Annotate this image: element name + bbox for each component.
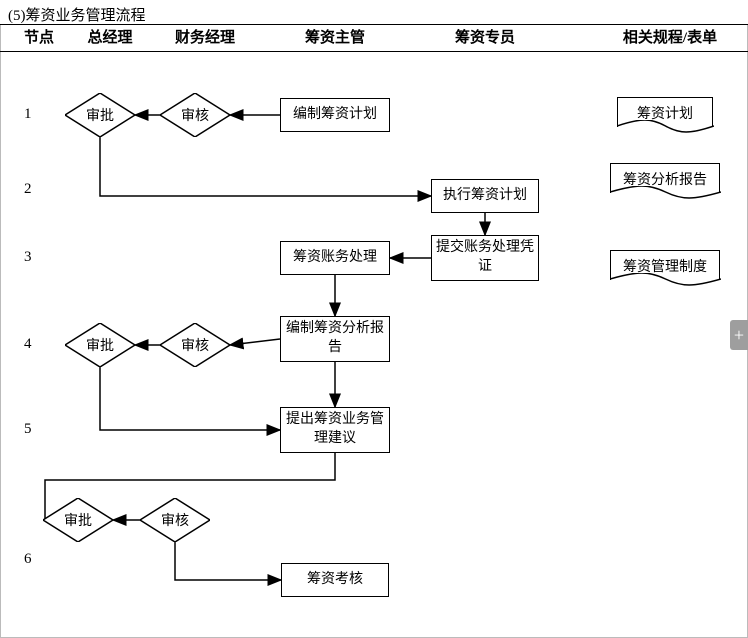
diamond-label-r6_fm: 审核	[140, 498, 210, 542]
diamond-label-r1_fm: 审核	[160, 93, 230, 137]
col-docs: 相关规程/表单	[600, 25, 740, 51]
diamond-r1_fm: 审核	[160, 93, 230, 137]
diamond-label-r6_gm: 审批	[43, 498, 113, 542]
header-row: 节点 总经理 财务经理 筹资主管 筹资专员 相关规程/表单	[0, 24, 748, 52]
process-r3_acct: 筹资账务处理	[280, 241, 390, 275]
document-d1: 筹资计划	[617, 97, 713, 127]
process-r5_suggest: 提出筹资业务管理建议	[280, 407, 390, 453]
expand-tab[interactable]: +	[730, 320, 748, 350]
diamond-r4_fm: 审核	[160, 323, 230, 367]
diamond-r1_gm: 审批	[65, 93, 135, 137]
row-label-4: 4	[24, 336, 32, 353]
diamond-label-r1_gm: 审批	[65, 93, 135, 137]
diamond-r4_gm: 审批	[65, 323, 135, 367]
row-label-1: 1	[24, 106, 32, 123]
process-r2_exec: 执行筹资计划	[431, 179, 539, 213]
document-d2: 筹资分析报告	[610, 163, 720, 193]
diamond-label-r4_fm: 审核	[160, 323, 230, 367]
row-label-6: 6	[24, 551, 32, 568]
row-label-5: 5	[24, 421, 32, 438]
col-fm: 财务经理	[160, 25, 250, 51]
process-r6_assess: 筹资考核	[281, 563, 389, 597]
diamond-r6_gm: 审批	[43, 498, 113, 542]
document-d3: 筹资管理制度	[610, 250, 720, 280]
row-label-3: 3	[24, 249, 32, 266]
row-label-2: 2	[24, 181, 32, 198]
diamond-r6_fm: 审核	[140, 498, 210, 542]
col-gm: 总经理	[70, 25, 150, 51]
process-r3_voucher: 提交账务处理凭证	[431, 235, 539, 281]
col-node: 节点	[14, 25, 64, 51]
col-cl: 筹资专员	[420, 25, 550, 51]
diamond-label-r4_gm: 审批	[65, 323, 135, 367]
process-r4_report: 编制筹资分析报告	[280, 316, 390, 362]
col-fs: 筹资主管	[270, 25, 400, 51]
process-r1_plan: 编制筹资计划	[280, 98, 390, 132]
